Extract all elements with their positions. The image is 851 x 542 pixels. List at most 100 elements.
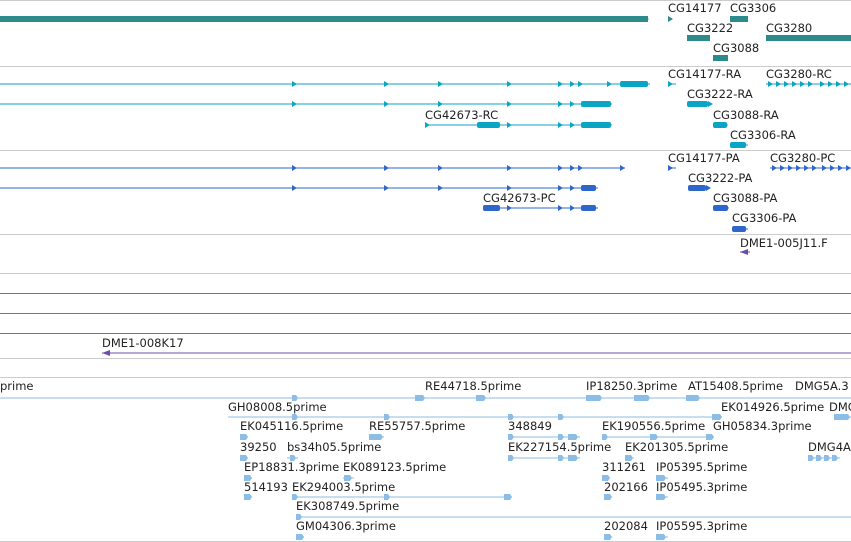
est-segment bbox=[656, 494, 666, 500]
transcript-pa-strand-arrow bbox=[438, 165, 443, 171]
est-label[interactable]: 311261 bbox=[602, 460, 646, 474]
gene-label[interactable]: CG14177 bbox=[668, 1, 722, 15]
est-label[interactable]: GH05834.3prime bbox=[713, 419, 812, 433]
transcript-ra-label[interactable]: CG14177-RA bbox=[668, 67, 742, 81]
transcript-ra-label[interactable]: CG3088-RA bbox=[713, 108, 779, 122]
transcript-ra-strand-arrow bbox=[438, 101, 443, 107]
bac-clone-arrow bbox=[740, 249, 748, 255]
est-segment bbox=[656, 534, 666, 540]
est-label[interactable]: RE44718.5prime bbox=[425, 379, 522, 393]
est-segment bbox=[296, 514, 302, 520]
est-label[interactable]: 348849 bbox=[508, 419, 552, 433]
transcript-pa-label[interactable]: CG3280-PC bbox=[770, 151, 836, 165]
est-segment bbox=[586, 395, 602, 401]
transcript-ra-strand-arrow bbox=[792, 81, 797, 87]
est-segment bbox=[656, 475, 666, 481]
transcript-pa-label[interactable]: CG3088-PA bbox=[713, 191, 778, 205]
gene-label[interactable]: CG3306 bbox=[730, 1, 777, 15]
transcript-ra-label[interactable]: CG3222-RA bbox=[687, 87, 753, 101]
gene-bar bbox=[713, 55, 728, 61]
est-segment bbox=[816, 455, 822, 461]
est-label[interactable]: 202166 bbox=[604, 480, 648, 494]
est-segment bbox=[292, 494, 298, 500]
est-label[interactable]: AT15408.5prime bbox=[688, 379, 784, 393]
transcript-pa-strand-arrow bbox=[838, 165, 843, 171]
est-label[interactable]: IP05395.5prime bbox=[656, 460, 748, 474]
est-label[interactable]: IP05495.3prime bbox=[656, 480, 748, 494]
transcript-ra-strand-arrow bbox=[800, 81, 805, 87]
transcript-ra-strand-arrow bbox=[844, 81, 849, 87]
est-segment bbox=[558, 455, 564, 461]
transcript-ra-strand-arrow bbox=[607, 81, 612, 87]
est-label[interactable]: GH08008.5prime bbox=[228, 400, 327, 414]
transcript-pa-label[interactable]: CG14177-PA bbox=[668, 151, 740, 165]
est-label[interactable]: EK227154.5prime bbox=[508, 440, 612, 454]
est-label[interactable]: 202084 bbox=[604, 519, 648, 533]
est-label[interactable]: EK201305.5prime bbox=[625, 440, 729, 454]
est-label[interactable]: EK308749.5prime bbox=[296, 499, 400, 513]
est-label[interactable]: 39250 bbox=[240, 440, 277, 454]
est-label[interactable]: EK089123.5prime bbox=[343, 460, 447, 474]
transcript-ra-strand-arrow bbox=[570, 81, 575, 87]
transcript-ra-strand-arrow bbox=[507, 101, 512, 107]
est-label[interactable]: GM04306.3prime bbox=[296, 519, 396, 533]
transcript-pa-strand-arrow bbox=[796, 165, 801, 171]
est-label[interactable]: IP18250.3prime bbox=[586, 379, 678, 393]
transcript-ra-label[interactable]: CG3280-RC bbox=[766, 67, 832, 81]
transcript-ra-strand-arrow bbox=[384, 81, 389, 87]
transcript-ra-strand-arrow bbox=[558, 101, 563, 107]
est-segment bbox=[834, 414, 850, 420]
est-label[interactable]: RE55757.5prime bbox=[369, 419, 466, 433]
est-segment bbox=[344, 475, 352, 481]
bac-clone-label[interactable]: DME1-008K17 bbox=[102, 336, 184, 350]
est-label[interactable]: DMG4A bbox=[808, 440, 851, 454]
gene-bar bbox=[0, 16, 648, 22]
est-segment bbox=[476, 395, 486, 401]
gene-label[interactable]: CG3222 bbox=[687, 21, 734, 35]
est-label[interactable]: EP18831.3prime bbox=[244, 460, 340, 474]
transcript-ra-strand-arrow bbox=[578, 81, 583, 87]
transcript-ra-label[interactable]: CG42673-RC bbox=[425, 108, 499, 122]
est-label[interactable]: EK190556.5prime bbox=[602, 419, 706, 433]
est-label[interactable]: 514193 bbox=[244, 480, 288, 494]
transcript-ra-exon bbox=[730, 142, 746, 148]
gene-bar bbox=[766, 35, 851, 41]
transcript-pa-strand-arrow bbox=[507, 185, 512, 191]
gene-label[interactable]: CG3088 bbox=[713, 41, 760, 55]
transcript-ra-strand-arrow bbox=[828, 81, 833, 87]
est-segment bbox=[508, 455, 514, 461]
est-label[interactable]: IP05595.3prime bbox=[656, 519, 748, 533]
transcript-ra-strand-arrow bbox=[570, 122, 575, 128]
est-segment bbox=[686, 395, 700, 401]
est-label[interactable]: DMG bbox=[829, 400, 851, 414]
est-label[interactable]: bs34h05.5prime bbox=[287, 440, 382, 454]
transcript-pa-strand-arrow bbox=[772, 165, 777, 171]
transcript-pa-strand-arrow bbox=[292, 185, 297, 191]
est-segment bbox=[602, 434, 608, 440]
transcript-ra-label[interactable]: CG3306-RA bbox=[730, 128, 796, 142]
gene-strand-arrow bbox=[644, 16, 649, 22]
transcript-ra-strand-arrow bbox=[708, 101, 713, 107]
transcript-pa-label[interactable]: CG3306-PA bbox=[732, 211, 797, 225]
est-segment bbox=[369, 434, 383, 440]
est-label[interactable]: prime bbox=[0, 379, 34, 393]
est-label[interactable]: EK294003.5prime bbox=[292, 480, 396, 494]
transcript-pa-strand-arrow bbox=[507, 165, 512, 171]
gene-label[interactable]: CG3280 bbox=[766, 21, 813, 35]
est-segment bbox=[240, 455, 248, 461]
transcript-pa-label[interactable]: CG3222-PA bbox=[688, 171, 753, 185]
est-label[interactable]: EK014926.5prime bbox=[721, 400, 825, 414]
transcript-ra-strand-arrow bbox=[784, 81, 789, 87]
est-segment bbox=[625, 455, 633, 461]
est-label[interactable]: DMG5A.3 bbox=[795, 379, 849, 393]
est-segment bbox=[292, 414, 298, 420]
est-segment bbox=[290, 455, 296, 461]
transcript-pa-label[interactable]: CG42673-PC bbox=[483, 191, 556, 205]
est-label[interactable]: EK045116.5prime bbox=[240, 419, 344, 433]
bac-clone-label[interactable]: DME1-005J11.F bbox=[740, 236, 828, 250]
transcript-ra-strand-arrow bbox=[507, 81, 512, 87]
est-segment bbox=[292, 395, 298, 401]
transcript-pa-strand-arrow bbox=[384, 165, 389, 171]
est-segment bbox=[504, 494, 512, 500]
